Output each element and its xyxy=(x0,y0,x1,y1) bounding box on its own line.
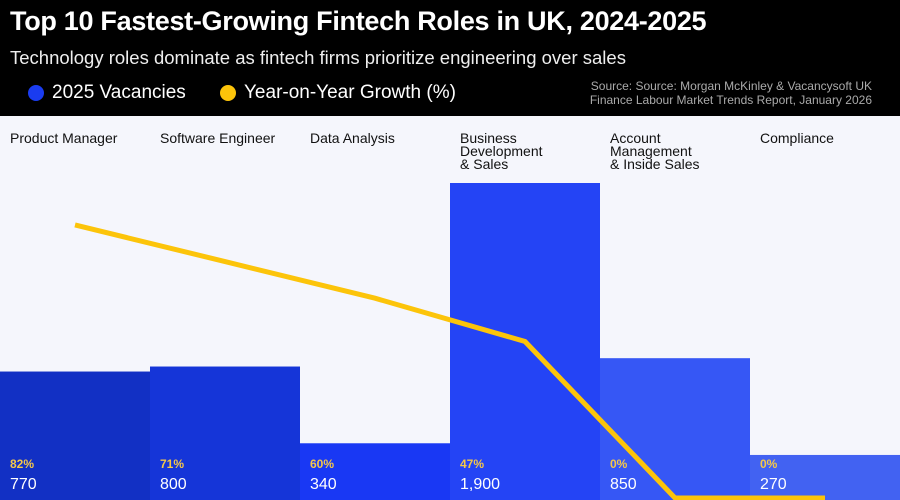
bar-0 xyxy=(0,371,150,500)
category-label-line: Management xyxy=(610,143,692,159)
header: Top 10 Fastest-Growing Fintech Roles in … xyxy=(0,0,900,116)
category-label-line: Development xyxy=(460,143,543,159)
category-label: Software Engineer xyxy=(160,130,305,146)
vacancy-label: 1,900 xyxy=(460,476,501,493)
bar-5 xyxy=(750,454,900,500)
growth-line xyxy=(74,222,825,500)
growth-label: 71% xyxy=(160,457,185,471)
category-label: Product Manager xyxy=(10,130,155,146)
vacancy-label: 800 xyxy=(160,476,187,493)
growth-label: 0% xyxy=(610,457,628,471)
category-label-line: & Inside Sales xyxy=(610,156,700,172)
legend-growth: Year-on-Year Growth (%) xyxy=(220,82,456,104)
legend-label: 2025 Vacancies xyxy=(52,82,186,103)
vacancy-label: 850 xyxy=(610,476,637,493)
source-line: Finance Labour Market Trends Report, Jan… xyxy=(589,93,872,107)
category-label-line: Business xyxy=(460,130,517,146)
vacancy-label: 270 xyxy=(760,476,787,493)
chart-subtitle: Technology roles dominate as fintech fir… xyxy=(10,47,626,68)
source-note: Source: Source: Morgan McKinley & Vacanc… xyxy=(590,79,872,107)
category-label: Account Management & Inside Sales xyxy=(610,130,755,172)
bar-4 xyxy=(600,358,750,500)
legend-dot-yellow xyxy=(220,85,236,101)
vacancy-label: 340 xyxy=(310,476,337,493)
vacancy-label: 770 xyxy=(10,476,37,493)
category-label-line: Software Engineer xyxy=(160,130,276,146)
growth-label: 60% xyxy=(310,457,335,471)
growth-label: 82% xyxy=(10,457,35,471)
category-label-line: Data Analysis xyxy=(310,130,395,146)
bar-2 xyxy=(300,443,450,500)
bar-1 xyxy=(150,366,300,500)
category-label-line: & Sales xyxy=(460,156,509,172)
source-line: Source: Source: Morgan McKinley & Vacanc… xyxy=(590,79,872,93)
category-label: Business Development & Sales xyxy=(460,130,605,172)
growth-label: 47% xyxy=(460,457,485,471)
category-label-line: Compliance xyxy=(760,130,834,146)
legend-dot-blue xyxy=(28,85,44,101)
legend-label: Year-on-Year Growth (%) xyxy=(244,82,456,103)
chart-title: Top 10 Fastest-Growing Fintech Roles in … xyxy=(10,6,707,36)
category-label: Compliance xyxy=(760,130,900,146)
growth-label: 0% xyxy=(760,457,778,471)
category-label: Data Analysis xyxy=(310,130,455,146)
legend-vacancies: 2025 Vacancies xyxy=(28,82,186,104)
category-label-line: Product Manager xyxy=(10,130,118,146)
category-label-line: Account xyxy=(610,130,661,146)
